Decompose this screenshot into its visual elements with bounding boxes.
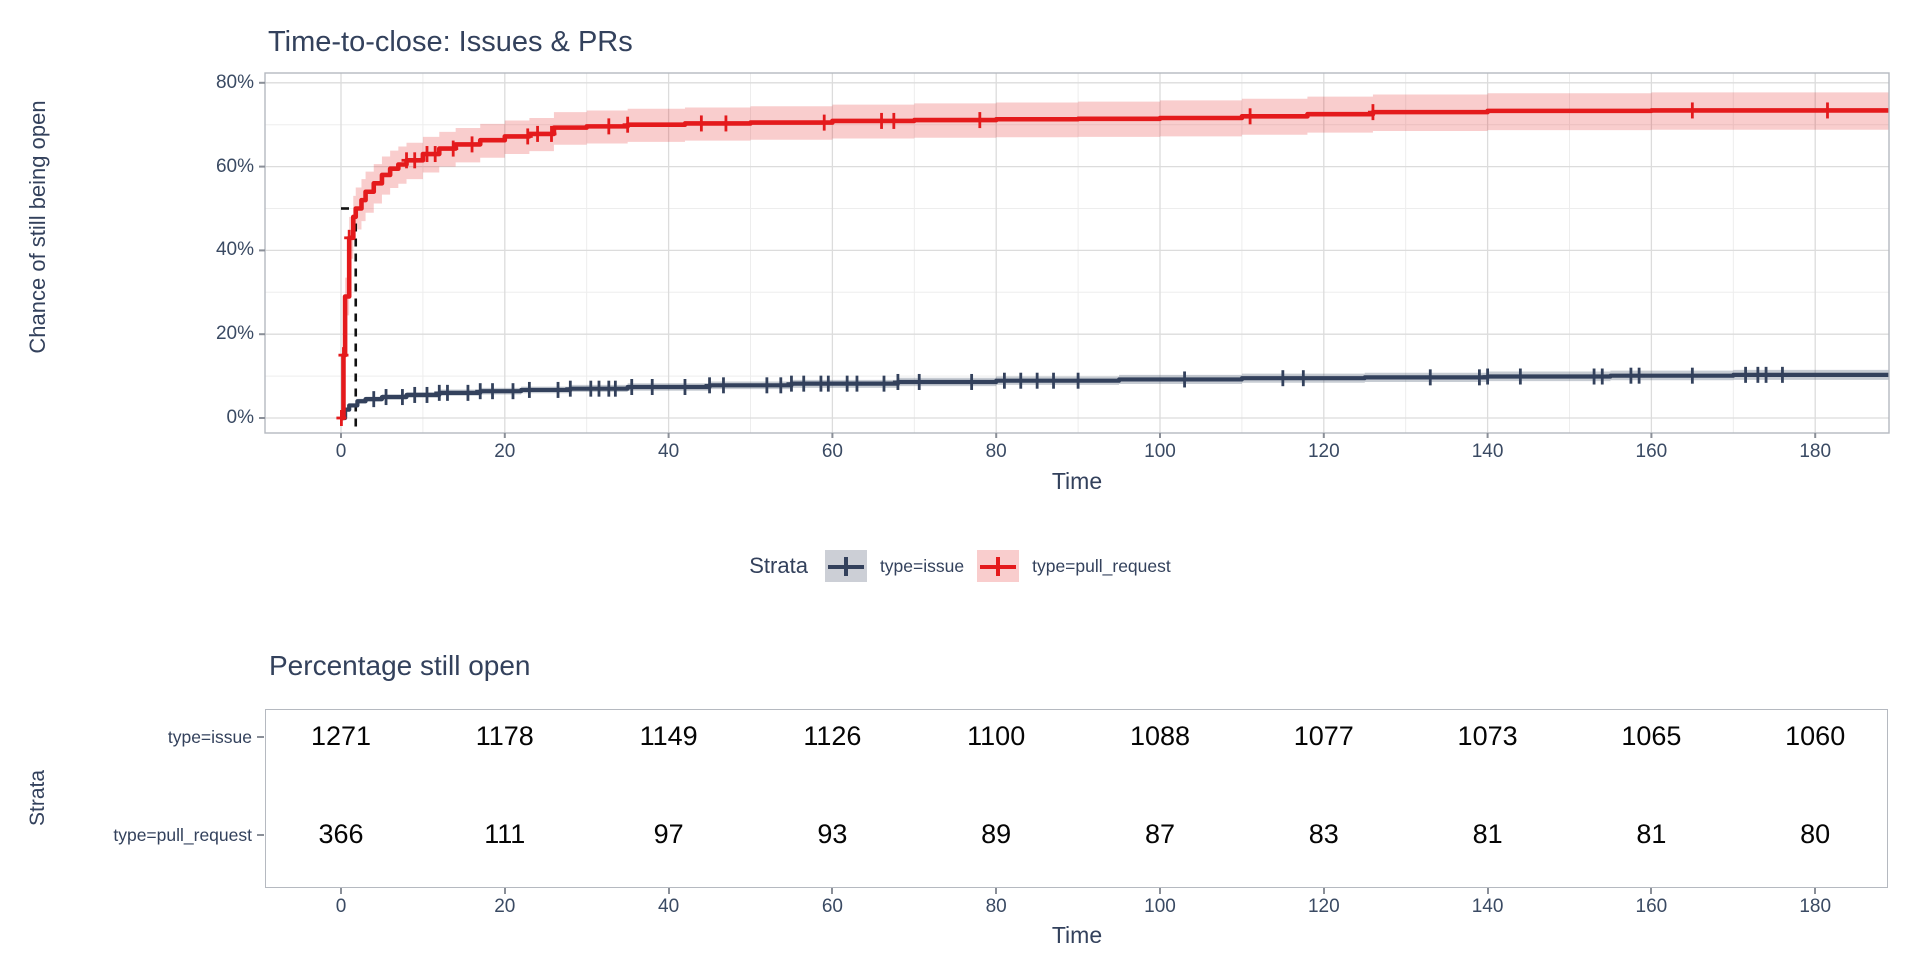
risk-count: 93 [817, 819, 848, 849]
risk-count: 1077 [1293, 721, 1354, 751]
confidence-band-type=pull_request [341, 92, 1889, 418]
risk-table-row-label: type=issue [167, 727, 252, 747]
km-x-tick-label: 140 [1471, 441, 1504, 462]
risk-count: 1060 [1785, 721, 1846, 751]
risk-table-axis-tick [1159, 888, 1161, 894]
strata-legend: Strata type=issue type=pull_request [0, 550, 1920, 582]
risk-table-x-tick-label: 0 [335, 896, 347, 917]
risk-count: 1100 [967, 721, 1026, 751]
legend-label-pull-request: type=pull_request [1032, 555, 1171, 576]
risk-table-panel [265, 709, 1888, 888]
risk-count: 1088 [1129, 721, 1191, 751]
legend-key-issue-icon [824, 550, 867, 582]
risk-count: 1073 [1457, 721, 1518, 751]
risk-table-axis-tick [1814, 888, 1817, 894]
km-plot-area [259, 72, 1890, 438]
legend-label-issue: type=issue [879, 555, 965, 576]
risk-table-x-tick-label: 60 [821, 896, 843, 917]
km-y-tick-label: 40% [215, 239, 254, 261]
risk-count: 1149 [639, 721, 698, 751]
risk-count: 81 [1472, 819, 1503, 849]
km-plot-title: Time-to-close: Issues & PRs [268, 26, 633, 58]
risk-table-x-axis-label: Time [1051, 922, 1103, 948]
risk-count: 1126 [803, 721, 862, 751]
risk-count: 1178 [475, 721, 534, 751]
risk-table-x-tick-label: 180 [1799, 896, 1832, 917]
risk-table-axis-tick [340, 888, 342, 894]
risk-table-row-label: type=pull_request [113, 825, 252, 845]
risk-table-x-tick-label: 40 [658, 896, 680, 917]
risk-table-y-axis-label: Strata [26, 769, 49, 827]
risk-table-row-tick [257, 736, 264, 738]
risk-table-axis-tick [831, 888, 834, 894]
km-y-tick-label: 20% [215, 323, 254, 345]
risk-count: 80 [1800, 819, 1831, 849]
km-y-tick-label: 60% [215, 155, 254, 177]
km-y-tick-label: 0% [226, 407, 254, 428]
risk-count: 1065 [1621, 721, 1682, 751]
km-x-tick-label: 40 [658, 441, 680, 462]
risk-table-axis-tick [503, 888, 506, 894]
risk-table-axis-tick [1486, 888, 1489, 894]
risk-table-x-tick-label: 20 [494, 896, 516, 917]
km-x-tick-label: 160 [1635, 441, 1668, 462]
risk-count: 81 [1636, 819, 1667, 849]
risk-table-row-tick [257, 834, 264, 836]
risk-table-axis-tick [1322, 888, 1325, 894]
risk-table-x-tick-label: 100 [1144, 896, 1176, 917]
confidence-band-type=issue [341, 369, 1889, 418]
risk-count: 1271 [310, 721, 372, 751]
risk-table-axis-tick [1650, 888, 1653, 894]
km-x-tick-label: 180 [1799, 441, 1832, 462]
risk-count: 366 [318, 819, 364, 849]
risk-count: 89 [981, 819, 1012, 849]
km-panel-border [264, 72, 1890, 434]
km-x-tick-label: 120 [1307, 441, 1340, 462]
risk-table-x-tick-label: 120 [1307, 896, 1340, 917]
km-y-tick-label: 80% [215, 71, 254, 93]
risk-count: 111 [484, 819, 526, 849]
km-x-tick-label: 20 [494, 441, 516, 462]
risk-table-x-tick-label: 160 [1635, 896, 1668, 917]
risk-table-axis-tick [667, 888, 670, 894]
legend-title: Strata [749, 553, 808, 578]
risk-count: 97 [653, 819, 684, 849]
km-x-tick-label: 0 [335, 441, 347, 462]
risk-table-x-tick-label: 140 [1471, 896, 1504, 917]
km-x-tick-label: 60 [821, 441, 843, 462]
risk-count: 83 [1308, 819, 1339, 849]
survival-curve-type=pull_request [341, 108, 1889, 421]
risk-table-title: Percentage still open [269, 650, 531, 681]
risk-count: 87 [1144, 819, 1176, 849]
legend-key-pull-request-icon [977, 550, 1020, 582]
km-x-tick-label: 100 [1144, 441, 1176, 462]
km-plot-x-axis-label: Time [1051, 468, 1103, 494]
km-x-tick-label: 80 [985, 441, 1007, 462]
risk-table-axis-tick [995, 888, 998, 894]
risk-table-x-tick-label: 80 [985, 896, 1007, 917]
